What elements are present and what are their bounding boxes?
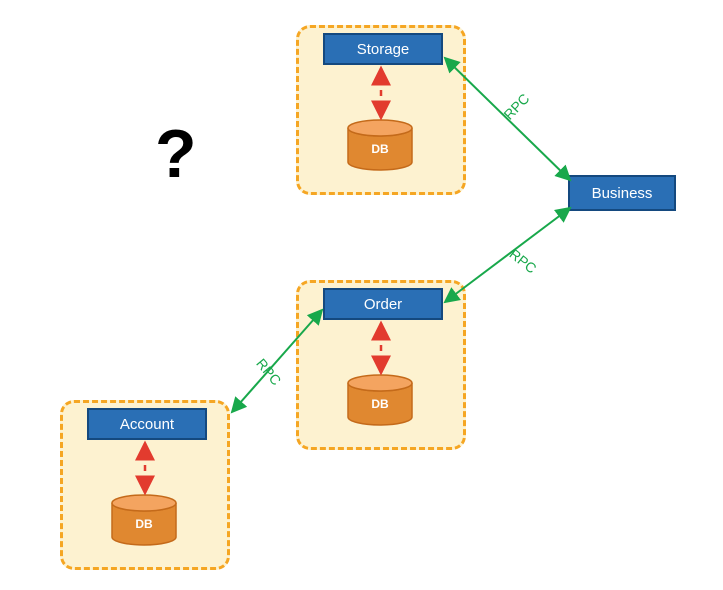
service-account: Account (87, 408, 207, 440)
rpc-label: RPC (500, 90, 532, 122)
service-account-label: Account (120, 416, 174, 433)
service-order-label: Order (364, 296, 402, 313)
service-storage: Storage (323, 33, 443, 65)
service-business: Business (568, 175, 676, 211)
rpc-label: RPC (253, 355, 284, 388)
service-business-label: Business (592, 185, 653, 202)
service-storage-label: Storage (357, 41, 410, 58)
question-mark: ? (155, 120, 197, 188)
rpc-label: RPC (507, 246, 540, 277)
service-order: Order (323, 288, 443, 320)
diagram-canvas: ? Storage Order Account Business DBDBDBR… (0, 0, 723, 590)
